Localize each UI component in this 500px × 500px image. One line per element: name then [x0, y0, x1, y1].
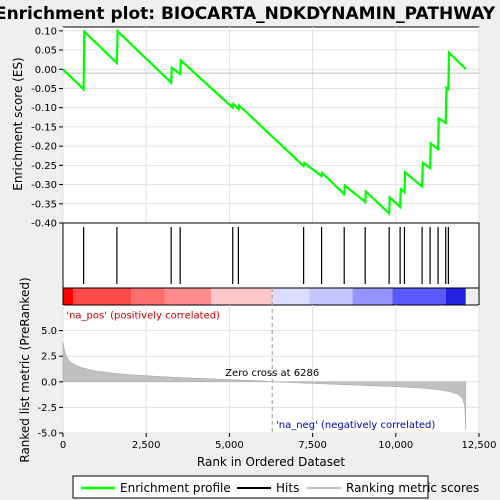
hits-plot-area: [62, 222, 480, 289]
hits-panel: [62, 222, 480, 289]
zero-cross-annotation: Zero cross at 6286: [225, 368, 319, 379]
na-neg-annotation: 'na_neg' (negatively correlated): [276, 420, 435, 431]
color-bar-segment: [211, 288, 273, 305]
color-bar-segment: [309, 288, 353, 305]
metric-y-tick-label: -2.5: [37, 403, 57, 414]
color-bar-segment: [131, 288, 165, 305]
metric-x-axis-ticks: 0 2,500 5,000 7,500 10,000 12,500: [60, 433, 497, 451]
es-plot-area: [62, 26, 480, 224]
x-tick-label: 5,000: [215, 440, 244, 451]
es-y-tick-label: -0.05: [31, 84, 57, 95]
enrichment-profile-line: [62, 28, 467, 216]
color-bar-segment: [164, 288, 212, 305]
metric-y-tick-label: 5.0: [41, 326, 57, 337]
na-pos-annotation: 'na_pos' (positively correlated): [66, 310, 220, 321]
es-y-tick-label: -0.20: [31, 142, 57, 153]
metric-y-tick-label: 0.0: [41, 377, 57, 388]
metric-y-axis-label: Ranked list metric (PreRanked): [18, 277, 32, 462]
x-axis-label: Rank in Ordered Dataset: [197, 455, 345, 469]
ranked-list-color-bar: [62, 287, 480, 306]
ranking-metric-panel: 5.0 2.5 0.0 -2.5 -5.0 0 2,500 5,000 7,500 10,000…: [37, 288, 497, 451]
es-y-tick-label: 0.00: [35, 65, 57, 76]
es-y-axis-label: Enrichment score (ES): [11, 57, 25, 190]
es-y-tick-label: -0.10: [31, 103, 57, 114]
x-tick-label: 7,500: [298, 440, 327, 451]
legend-label-ranking-metric: Ranking metric scores: [346, 481, 479, 495]
x-tick-label: 0: [60, 440, 66, 451]
x-tick-label: 12,500: [462, 440, 497, 451]
x-tick-label: 10,000: [378, 440, 413, 451]
color-bar-segment: [72, 288, 132, 305]
es-y-tick-label: -0.15: [31, 122, 57, 133]
es-y-tick-label: -0.40: [31, 219, 57, 230]
color-bar-segment: [272, 288, 310, 305]
legend-label-hits: Hits: [276, 481, 299, 495]
hit-markers: [83, 227, 449, 284]
es-y-tick-label: -0.25: [31, 161, 57, 172]
es-y-tick-label: -0.30: [31, 180, 57, 191]
legend-label-enrichment-profile: Enrichment profile: [120, 481, 231, 495]
metric-y-tick-label: -5.0: [37, 429, 57, 440]
es-y-tick-label: -0.35: [31, 199, 57, 210]
color-bar-segment: [445, 288, 466, 305]
es-y-tick-label: 0.05: [35, 46, 57, 57]
metric-y-tick-label: 2.5: [41, 352, 57, 363]
color-bar-segment: [352, 288, 393, 305]
ranking-metric-area: [62, 341, 466, 430]
legend: Enrichment profile Hits Ranking metric s…: [72, 475, 479, 499]
chart-title: Enrichment plot: BIOCARTA_NDKDYNAMIN_PAT…: [0, 4, 496, 24]
metric-y-axis-ticks: 5.0 2.5 0.0 -2.5 -5.0: [37, 326, 63, 440]
es-y-axis-ticks: 0.10 0.05 0.00 -0.05 -0.10 -0.15 -0.20 -0.25 -0.…: [31, 26, 63, 230]
enrichment-score-panel: 0.10 0.05 0.00 -0.05 -0.10 -0.15 -0.20 -0.25 -0.…: [31, 26, 480, 230]
x-tick-label: 2,500: [132, 440, 161, 451]
es-y-tick-label: 0.10: [35, 26, 57, 37]
metric-plot-area: [62, 304, 480, 434]
color-bar-segment: [63, 288, 73, 305]
color-bar-segment: [392, 288, 446, 305]
